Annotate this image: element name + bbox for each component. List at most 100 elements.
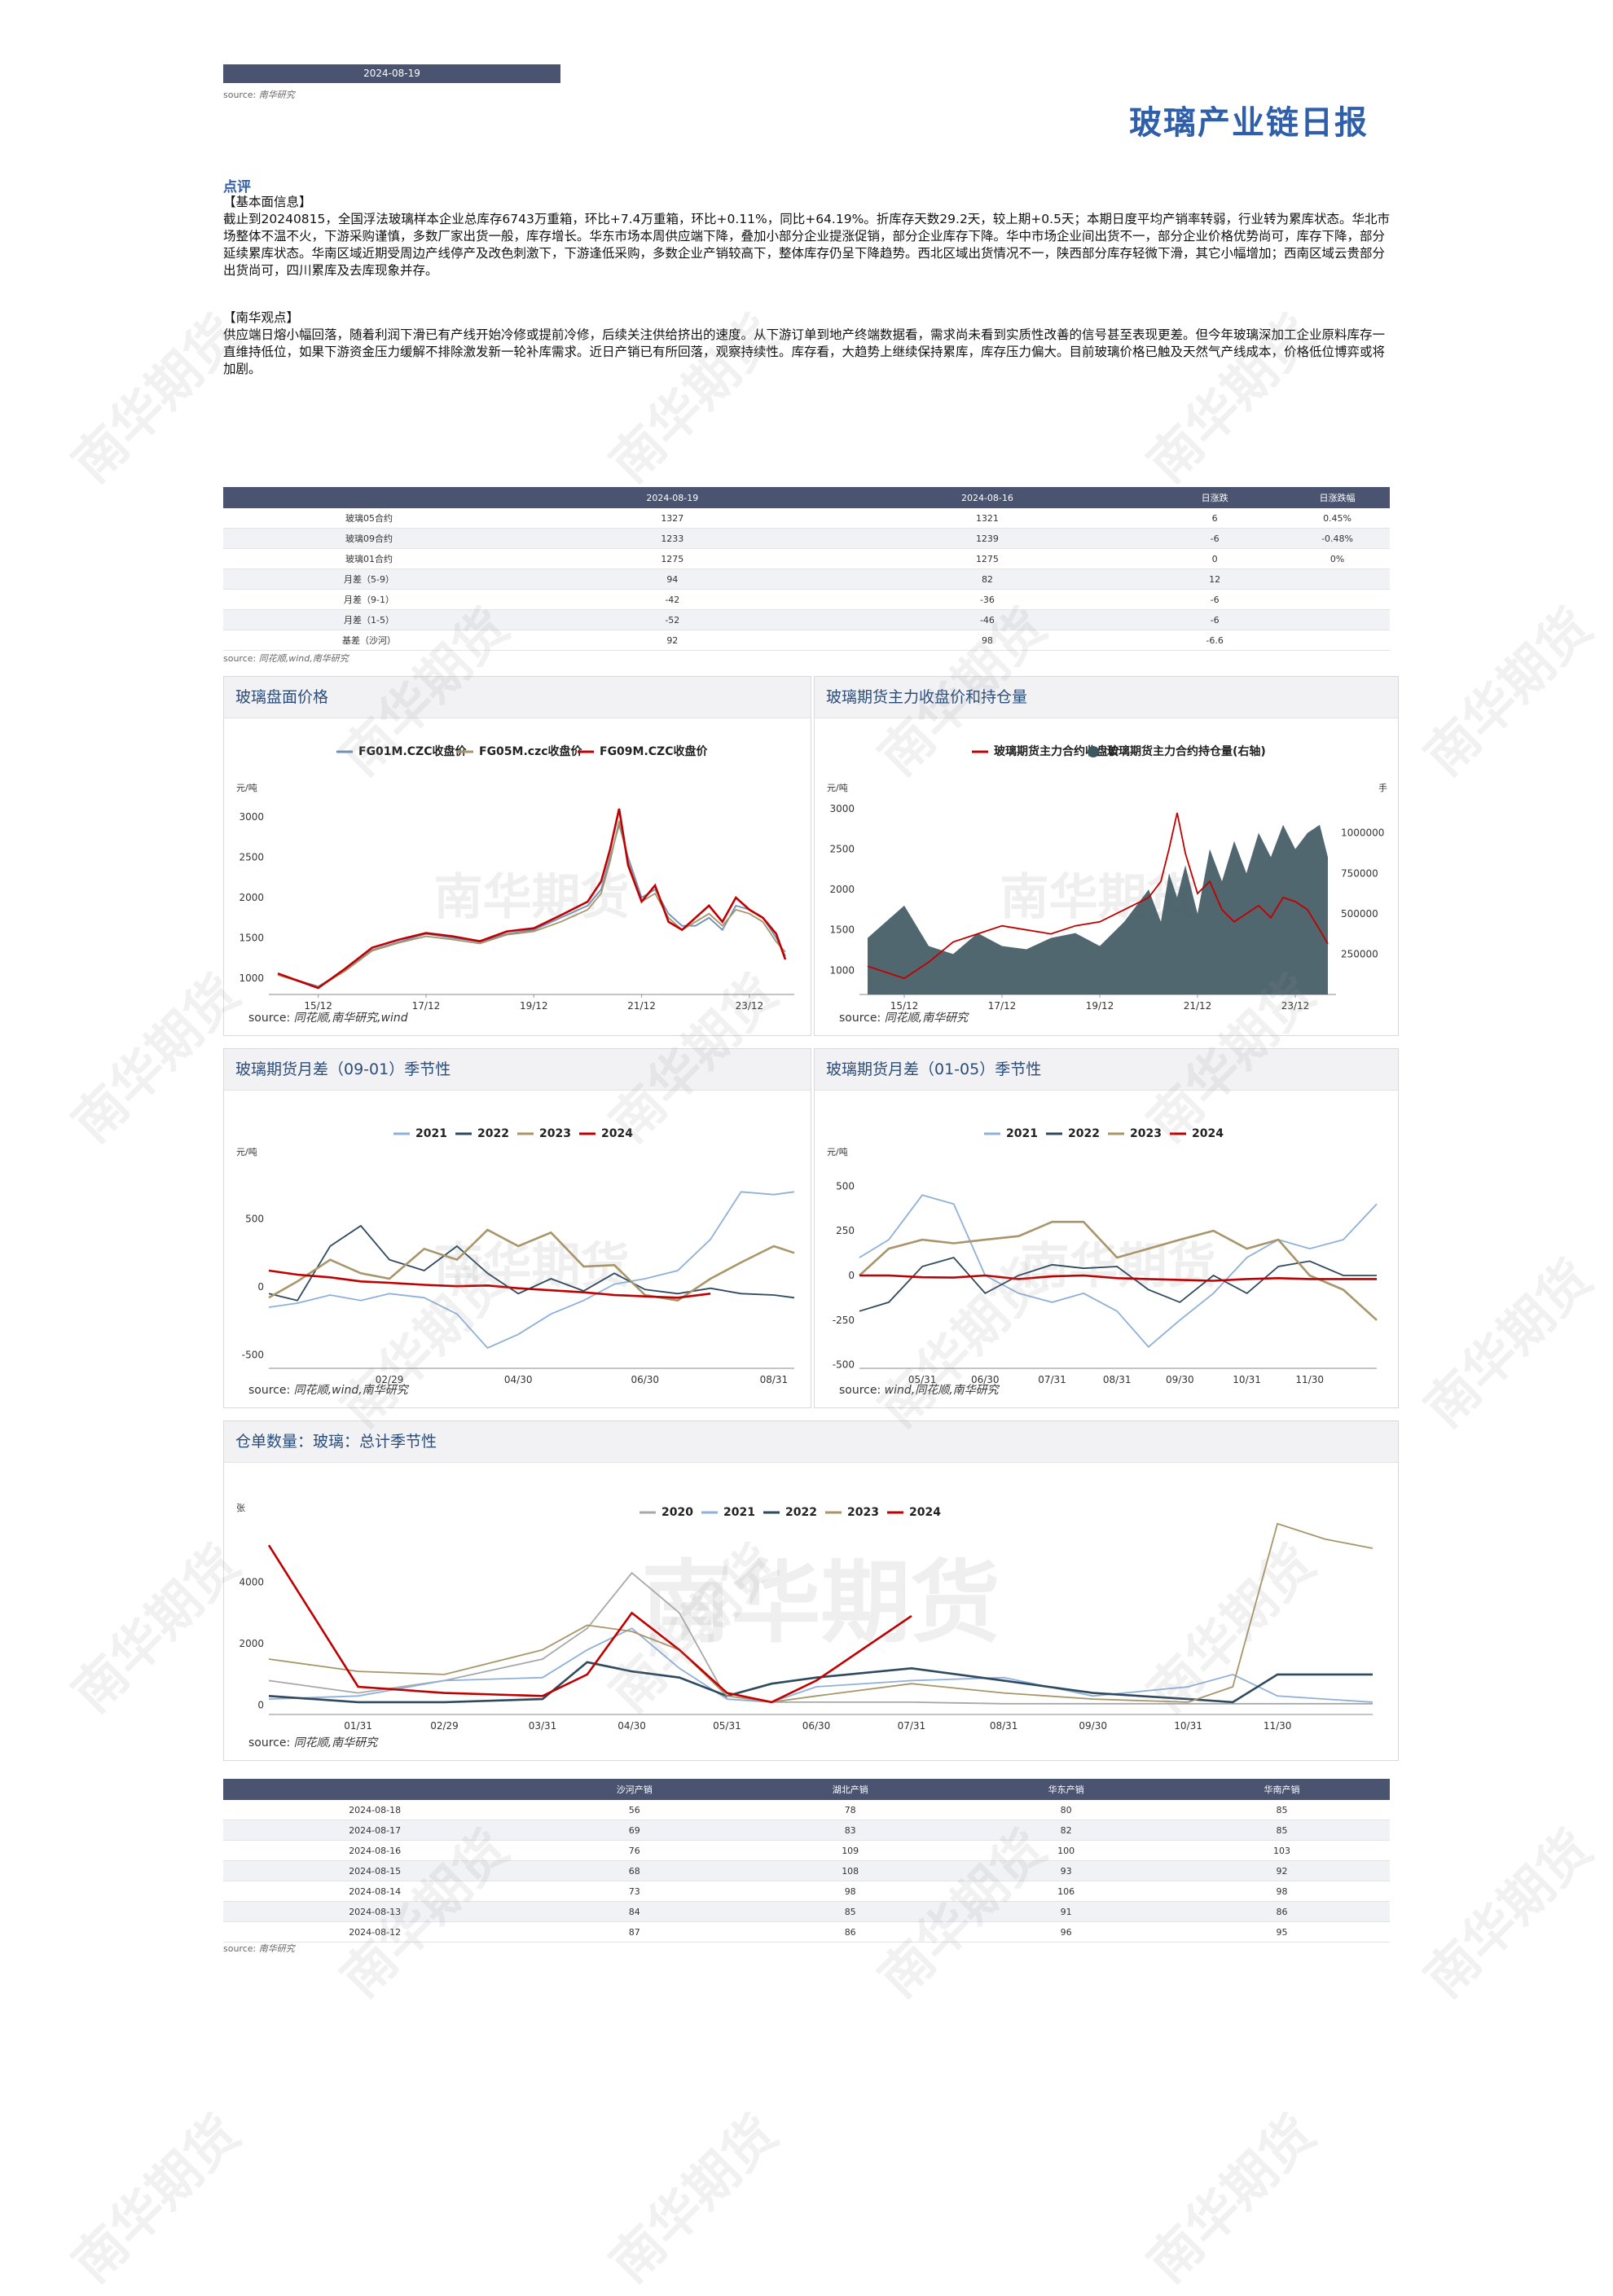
series-line-2023 xyxy=(268,1228,795,1302)
table-cell: -6 xyxy=(1145,589,1286,610)
col-header: 华东产销 xyxy=(958,1779,1175,1800)
y-tick-label: 2000 xyxy=(829,884,855,895)
sales-table: 沙河产销 湖北产销 华东产销 华南产销 2024-08-18 56 78 80 85 2024-… xyxy=(223,1779,1390,1943)
y2-tick-label: 500000 xyxy=(1341,908,1378,920)
y-tick-label: 4000 xyxy=(239,1577,264,1588)
table-row: 玻璃09合约 1233 1239 -6 -0.48% xyxy=(223,528,1390,549)
x-tick-label: 17/12 xyxy=(412,1000,441,1012)
table-row: 基差（沙河） 92 98 -6.6 xyxy=(223,630,1390,651)
page-watermark: 南华期货 xyxy=(599,2104,789,2294)
y-tick-label: 0 xyxy=(257,1281,264,1293)
y-axis-label: 元/吨 xyxy=(827,783,848,793)
x-tick-label: 15/12 xyxy=(304,1000,332,1012)
legend-label: 2023 xyxy=(539,1127,571,1140)
view-block: 【南华观点】 供应端日熔小幅回落，随着利润下滑已有产线开始冷修或提前冷修，后续关… xyxy=(223,309,1396,378)
warrant-chart: 01/31 02/29 03/31 04/30 05/31 06/30 07/31 08/31… xyxy=(236,1503,1373,1732)
legend-label: 2023 xyxy=(1130,1127,1162,1140)
fundamentals-text: 截止到20240815，全国浮法玻璃样本企业总库存6743万重箱，环比+7.4万… xyxy=(223,212,1390,278)
x-tick-label: 09/30 xyxy=(1079,1720,1107,1732)
table-cell: -52 xyxy=(515,609,830,630)
table-cell: 95 xyxy=(1174,1921,1390,1943)
x-tick-label: 06/30 xyxy=(971,1374,1000,1385)
table-cell: 玻璃01合约 xyxy=(223,548,515,569)
table-cell xyxy=(1285,589,1390,610)
price-table: 2024-08-19 2024-08-16 日涨跌 日涨跌幅 玻璃05合约 1327 13… xyxy=(223,487,1390,651)
table-cell: 108 xyxy=(742,1860,959,1881)
fundamentals-block: 【基本面信息】 截止到20240815，全国浮法玻璃样本企业总库存6743万重箱… xyxy=(223,194,1396,279)
source-label: source: xyxy=(248,1736,291,1749)
table-cell: -46 xyxy=(829,609,1145,630)
chart-watermark: 南华期货 xyxy=(434,869,630,926)
y-tick-label: 2500 xyxy=(829,844,855,855)
table-row: 月差（5-9） 94 82 12 xyxy=(223,569,1390,590)
series-line-2024 xyxy=(267,1544,912,1704)
price-table-source: source: 同花顺,wind,南华研究 xyxy=(223,652,349,665)
col-header: 华南产销 xyxy=(1174,1779,1390,1800)
col-header: 2024-08-16 xyxy=(829,487,1145,508)
series-line-FG09M.CZC收盘价 xyxy=(277,808,787,990)
table-cell: 100 xyxy=(958,1840,1175,1861)
price-chart: 15/12 17/12 19/12 21/12 23/12 1000 1500 2000 250… xyxy=(236,744,794,1012)
table-cell: 1275 xyxy=(829,548,1145,569)
table-cell: 56 xyxy=(526,1800,743,1820)
col-header: 湖北产销 xyxy=(742,1779,959,1800)
view-tag: 【南华观点】 xyxy=(223,310,300,325)
x-tick-label: 05/31 xyxy=(908,1374,937,1385)
table-row: 玻璃01合约 1275 1275 0 0% xyxy=(223,548,1390,569)
table-cell: 106 xyxy=(958,1881,1175,1902)
table-cell: 玻璃09合约 xyxy=(223,528,515,549)
y-tick-label: 0 xyxy=(257,1700,264,1711)
table-cell: 82 xyxy=(829,569,1145,590)
panel-source: source: 同花顺,南华研究,wind xyxy=(248,1009,408,1025)
sales-table-header: 沙河产销 湖北产销 华东产销 华南产销 xyxy=(223,1779,1390,1800)
table-cell: 80 xyxy=(958,1800,1175,1820)
panel-price-chart: 玻璃盘面价格 15/12 17/12 19/12 21/12 23/12 1000 1500… xyxy=(223,676,811,1036)
table-cell: -42 xyxy=(515,589,830,610)
col-header: 沙河产销 xyxy=(526,1779,743,1800)
spread-0105-chart: 05/31 06/30 07/31 08/31 09/30 10/31 11/30 -500 -… xyxy=(827,1127,1378,1385)
series-line-FG05M.czc收盘价 xyxy=(277,820,786,989)
table-row: 2024-08-18 56 78 80 85 xyxy=(223,1800,1390,1820)
source-label: source: xyxy=(248,1384,291,1397)
legend-label: 2024 xyxy=(601,1127,633,1140)
page-watermark: 南华期货 xyxy=(61,304,252,494)
source-label: source: xyxy=(223,653,257,664)
x-tick-label: 19/12 xyxy=(1086,1000,1114,1012)
table-cell: 1327 xyxy=(515,508,830,529)
x-tick-label: 02/29 xyxy=(376,1374,404,1385)
y-tick-label: 2000 xyxy=(239,892,264,903)
legend-label: FG05M.czc收盘价 xyxy=(479,744,583,758)
x-tick-label: 08/31 xyxy=(1103,1374,1132,1385)
table-cell: 6 xyxy=(1145,508,1286,529)
panel-spread-0105: 玻璃期货月差（01-05）季节性 05/31 06/30 07/31 08/31 09/… xyxy=(814,1048,1399,1408)
panel-title: 玻璃盘面价格 xyxy=(224,677,811,718)
table-cell: 98 xyxy=(742,1881,959,1902)
x-tick-label: 06/30 xyxy=(802,1720,831,1732)
table-cell: 73 xyxy=(526,1881,743,1902)
table-row: 2024-08-14 73 98 106 98 xyxy=(223,1881,1390,1902)
table-cell: 85 xyxy=(742,1901,959,1922)
col-header xyxy=(223,1779,527,1800)
series-line-2021 xyxy=(859,1194,1378,1348)
table-cell: 69 xyxy=(526,1820,743,1841)
y-tick-label: 1500 xyxy=(829,924,855,936)
table-cell: -6.6 xyxy=(1145,630,1286,651)
table-cell: 85 xyxy=(1174,1800,1390,1820)
legend-label: 2021 xyxy=(723,1506,755,1519)
y-tick-label: 3000 xyxy=(829,803,855,814)
table-cell: 2024-08-12 xyxy=(223,1921,527,1943)
y-axis-label: 元/吨 xyxy=(236,1147,257,1157)
table-cell: 76 xyxy=(526,1840,743,1861)
table-cell: 2024-08-16 xyxy=(223,1840,527,1861)
report-date-bar: 2024-08-19 xyxy=(223,64,560,83)
y2-axis-label: 手 xyxy=(1378,782,1387,793)
source-text: 南华研究 xyxy=(258,1943,295,1954)
table-cell: -6 xyxy=(1145,609,1286,630)
source-label: source: xyxy=(839,1384,881,1397)
legend-label: 玻璃期货主力合约收盘价 xyxy=(994,744,1120,758)
table-cell: 1233 xyxy=(515,528,830,549)
series-line-2023 xyxy=(268,1522,1373,1703)
panel-spread-0901: 玻璃期货月差（09-01）季节性 02/29 04/30 06/30 08/31 -50… xyxy=(223,1048,811,1408)
table-cell: 92 xyxy=(515,630,830,651)
y-tick-label: 500 xyxy=(836,1180,855,1192)
